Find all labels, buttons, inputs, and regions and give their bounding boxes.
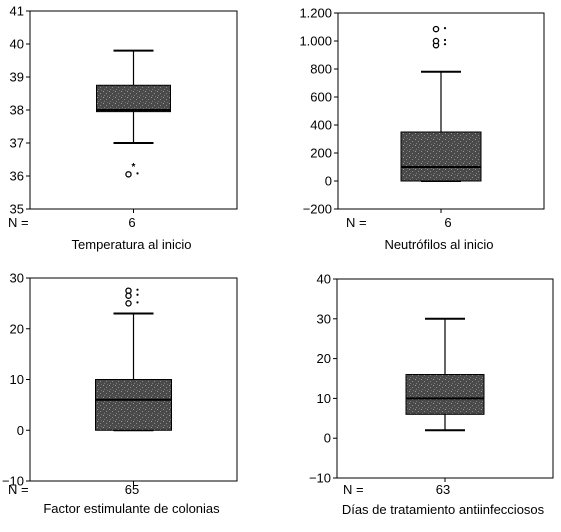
y-tick-label: 1.200: [299, 6, 332, 21]
y-tick-label: −10: [309, 471, 331, 486]
n-count: 63: [436, 482, 450, 497]
iqr-box: [400, 131, 482, 182]
outlier-tag-mark: [443, 27, 447, 30]
boxplot-panel-1: 35 36 37 38 39 40 41 * N = 6 Temperatura al inicio: [8, 4, 238, 252]
y-tick-label: 35: [10, 202, 24, 217]
outlier-circle: [125, 287, 132, 294]
y-tick-label: 37: [10, 136, 24, 151]
y-tick-label: 30: [317, 311, 331, 326]
y-tick-label: 20: [317, 351, 331, 366]
outlier-circle: [125, 292, 132, 300]
y-tick-label: 10: [10, 372, 24, 387]
y-tick-label: −200: [303, 202, 332, 217]
y-tick-label: 200: [310, 146, 332, 161]
outlier-tag-mark: [136, 293, 139, 296]
y-tick-label: 40: [317, 272, 331, 287]
x-axis-label: Temperatura al inicio: [72, 237, 192, 252]
y-tick-label: 0: [325, 174, 332, 189]
y-tick-label: 40: [10, 37, 24, 52]
n-count: 6: [128, 215, 135, 230]
y-tick-label: −10: [2, 474, 24, 489]
outlier-tag-mark: [136, 288, 139, 291]
boxplot-panel-2: −200 0 200 400 600 800 1.000 1.200 N = 6 Neutrófil…: [299, 6, 545, 252]
x-axis-label: Neutrófilos al inicio: [384, 237, 493, 252]
iqr-box: [95, 379, 172, 431]
x-axis-label: Días de tratamiento antiinfecciosos: [342, 502, 545, 517]
y-tick-label: 0: [17, 423, 24, 438]
boxplot-panel-4: −10 0 10 20 30 40 N = 63 Días de tratamiento ant…: [309, 272, 554, 517]
n-label: N =: [8, 215, 29, 230]
boxplot-panel-3: −10 0 10 20 30 N = 65 Factor estimulante de col…: [2, 271, 238, 516]
outlier-circle: [432, 37, 440, 45]
y-tick-label: 0: [324, 431, 331, 446]
y-tick-label: 20: [10, 321, 24, 336]
n-label: N =: [343, 482, 364, 497]
outlier-tag-mark: [443, 38, 447, 42]
x-axis-label: Factor estimulante de colonias: [43, 501, 220, 516]
y-tick-label: 800: [310, 62, 332, 77]
y-tick-label: 41: [10, 4, 24, 19]
iqr-box: [405, 374, 485, 415]
y-tick-label: 600: [310, 90, 332, 105]
n-count: 65: [125, 482, 139, 497]
outlier-circle: [432, 25, 440, 33]
y-tick-label: 10: [317, 391, 331, 406]
n-label: N =: [346, 215, 367, 230]
outlier-tag-mark: [136, 172, 139, 175]
y-tick-label: 39: [10, 70, 24, 85]
outlier-tag-mark: [136, 301, 139, 304]
outlier-circle: [125, 300, 132, 307]
n-label: N =: [8, 482, 29, 497]
outlier-star: *: [132, 162, 136, 173]
iqr-box: [96, 84, 171, 113]
n-count: 6: [444, 215, 451, 230]
y-tick-label: 38: [10, 103, 24, 118]
y-tick-label: 1.000: [299, 34, 332, 49]
outlier-circle: [125, 171, 132, 178]
y-tick-label: 36: [10, 169, 24, 184]
y-tick-label: 30: [10, 271, 24, 286]
y-tick-label: 400: [310, 118, 332, 133]
outlier-tag-mark: [443, 43, 447, 46]
